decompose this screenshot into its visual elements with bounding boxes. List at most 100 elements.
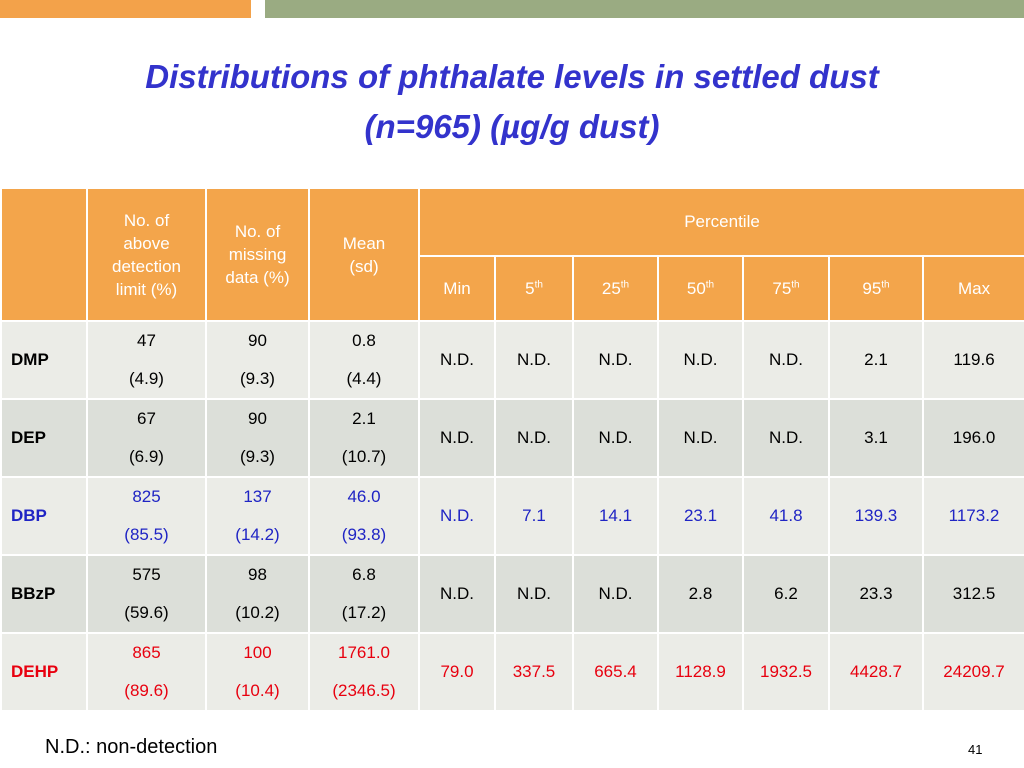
cell-text: 825 bbox=[132, 487, 161, 506]
header-text: Percentile bbox=[684, 212, 760, 231]
cell-text: (10.2) bbox=[235, 603, 280, 622]
header-text: detection bbox=[112, 256, 181, 276]
cell: 665.4 bbox=[572, 632, 659, 712]
cell-text: 6.8 bbox=[352, 565, 376, 584]
cell: 2.1 bbox=[828, 320, 924, 400]
cell-text: (4.9) bbox=[129, 369, 164, 388]
row-name: DMP bbox=[0, 320, 88, 400]
row-name: BBzP bbox=[0, 554, 88, 634]
cell-text: 90 bbox=[248, 409, 267, 428]
header-cell: 5th bbox=[494, 255, 574, 322]
cell: N.D. bbox=[742, 398, 830, 478]
cell: N.D. bbox=[418, 554, 496, 634]
cell: 90 (9.3) bbox=[205, 320, 310, 400]
cell: 865 (89.6) bbox=[86, 632, 207, 712]
cell: 1173.2 bbox=[921, 476, 1024, 556]
cell: 3.1 bbox=[828, 398, 924, 478]
cell: N.D. bbox=[657, 320, 744, 400]
cell: 4428.7 bbox=[828, 632, 924, 712]
cell: N.D. bbox=[418, 476, 496, 556]
cell: 41.8 bbox=[742, 476, 830, 556]
cell: 139.3 bbox=[828, 476, 924, 556]
data-row: DMP 47 (4.9) 90 (9.3) 0.8 (4.4) N.D. N.D. N.D. N.D… bbox=[0, 320, 1024, 400]
cell: 2.8 bbox=[657, 554, 744, 634]
cell-text: (10.7) bbox=[341, 447, 387, 466]
header-cell: 50th bbox=[657, 255, 744, 322]
cell-text: 90 bbox=[248, 331, 267, 350]
cell-text: (9.3) bbox=[240, 369, 275, 388]
cell: N.D. bbox=[494, 554, 574, 634]
header-text: 25 bbox=[601, 278, 621, 298]
header-cell: No. of missing data (%) bbox=[205, 187, 310, 322]
accent-bar bbox=[265, 0, 1024, 18]
cell: 119.6 bbox=[921, 320, 1024, 400]
data-table: No. of above detection limit (%) No. of missi… bbox=[0, 187, 1024, 712]
header-cell: Percentile bbox=[417, 187, 1024, 257]
header-cell: Min bbox=[418, 255, 496, 322]
header-cell: Mean (sd) bbox=[308, 187, 420, 322]
cell: 90 (9.3) bbox=[205, 398, 310, 478]
cell: 79.0 bbox=[418, 632, 496, 712]
header-text: No. of bbox=[123, 210, 170, 230]
header-text: (sd) bbox=[349, 256, 379, 276]
cell: N.D. bbox=[418, 398, 496, 478]
cell-text: (59.6) bbox=[124, 603, 169, 622]
cell: 1761.0 (2346.5) bbox=[308, 632, 420, 712]
cell: 23.3 bbox=[828, 554, 924, 634]
header-cell: 25th bbox=[572, 255, 659, 322]
header-text: above bbox=[123, 233, 170, 253]
cell: N.D. bbox=[657, 398, 744, 478]
cell: 6.2 bbox=[742, 554, 830, 634]
cell-text: 0.8 bbox=[352, 331, 376, 350]
header-cell: Max bbox=[921, 255, 1024, 322]
cell: 2.1 (10.7) bbox=[308, 398, 420, 478]
superscript: th bbox=[705, 278, 715, 290]
page-number: 41 bbox=[968, 742, 983, 757]
cell-text: (93.8) bbox=[341, 525, 387, 544]
title-line: (n=965) (µg/g dust) bbox=[364, 108, 660, 145]
cell: N.D. bbox=[494, 398, 574, 478]
header-cell: No. of above detection limit (%) bbox=[86, 187, 207, 322]
cell: 98 (10.2) bbox=[205, 554, 310, 634]
cell: 312.5 bbox=[921, 554, 1024, 634]
header-text: 95 bbox=[862, 278, 882, 298]
cell-text: (14.2) bbox=[235, 525, 280, 544]
header-text: limit (%) bbox=[115, 279, 178, 299]
cell: 337.5 bbox=[494, 632, 574, 712]
cell: N.D. bbox=[494, 320, 574, 400]
cell-text: (9.3) bbox=[240, 447, 275, 466]
cell-text: 100 bbox=[243, 643, 272, 662]
cell-text: 67 bbox=[137, 409, 156, 428]
footnote: N.D.: non-detection bbox=[45, 736, 218, 758]
row-name: DEP bbox=[0, 398, 88, 478]
cell: 137 (14.2) bbox=[205, 476, 310, 556]
cell: 196.0 bbox=[921, 398, 1024, 478]
cell-text: 98 bbox=[248, 565, 267, 584]
data-row: BBzP 575 (59.6) 98 (10.2) 6.8 (17.2) N.D. N.D. N.… bbox=[0, 554, 1024, 634]
header-text: 5 bbox=[525, 278, 535, 298]
accent-bar bbox=[0, 0, 251, 18]
header-row: Min 5th 25th 50th 75th 95th Max bbox=[1, 255, 1024, 322]
cell-text: (2346.5) bbox=[332, 681, 396, 700]
header-cell bbox=[0, 187, 88, 322]
cell-text: 2.1 bbox=[352, 409, 376, 428]
cell: 1932.5 bbox=[742, 632, 830, 712]
cell-text: 1761.0 bbox=[338, 643, 390, 662]
cell-text: (85.5) bbox=[124, 525, 169, 544]
cell-text: (89.6) bbox=[124, 681, 169, 700]
title-line: Distributions of phthalate levels in set… bbox=[145, 58, 879, 95]
superscript: th bbox=[534, 278, 543, 290]
cell: 67 (6.9) bbox=[86, 398, 207, 478]
header-cell: 95th bbox=[828, 255, 924, 322]
header-text: Mean bbox=[342, 233, 386, 253]
cell: 0.8 (4.4) bbox=[308, 320, 420, 400]
cell: 575 (59.6) bbox=[86, 554, 207, 634]
superscript: th bbox=[881, 278, 890, 290]
header-text: data (%) bbox=[225, 268, 290, 287]
cell-text: (4.4) bbox=[346, 369, 382, 388]
cell: N.D. bbox=[742, 320, 830, 400]
cell: 23.1 bbox=[657, 476, 744, 556]
cell: 7.1 bbox=[494, 476, 574, 556]
cell-text: 137 bbox=[243, 487, 272, 506]
